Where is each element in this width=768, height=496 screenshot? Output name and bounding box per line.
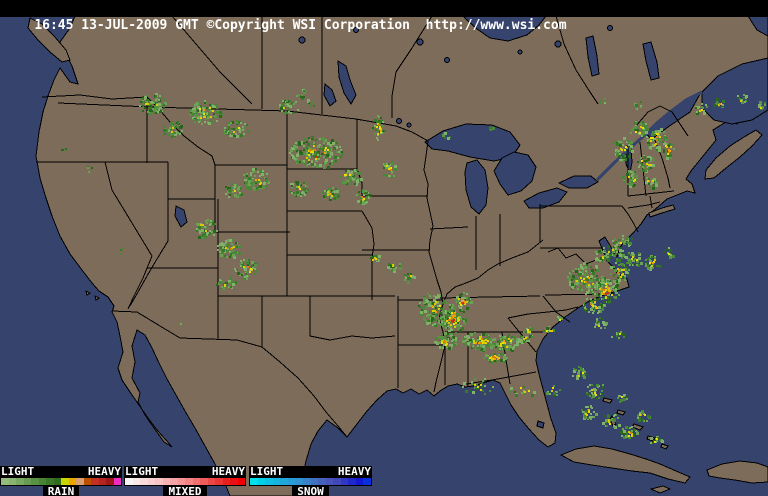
canada-lake	[554, 40, 562, 48]
lake-michigan	[464, 159, 489, 215]
lakes	[174, 15, 768, 429]
gulf-of-st-lawrence	[701, 57, 768, 125]
heavy-label: HEAVY	[87, 465, 121, 478]
canada-lake	[298, 36, 306, 44]
legend-mixed-scale-labels: LIGHT HEAVY	[124, 466, 246, 477]
lake-superior	[424, 123, 521, 162]
radar-echo-layer	[61, 89, 766, 444]
legend-mixed: LIGHT HEAVY MIXED	[124, 466, 246, 496]
rain-label: RAIN	[42, 486, 80, 496]
great-salt-lake	[174, 205, 188, 228]
channel-islands	[85, 290, 100, 301]
legend-rain-scale-labels: LIGHT HEAVY	[0, 466, 122, 477]
canada-lake	[517, 49, 523, 55]
long-island	[648, 204, 676, 218]
james-bay	[585, 35, 600, 77]
legend-snow: LIGHT HEAVY SNOW	[249, 466, 372, 496]
canada-lake	[607, 25, 613, 31]
nova-scotia	[704, 129, 763, 180]
header-bar: 16:45 13-JUL-2009 GMT ©Copyright WSI Cor…	[0, 0, 768, 33]
light-label: LIGHT	[125, 465, 159, 478]
canada-lake	[416, 38, 424, 46]
lake-of-the-woods	[406, 122, 412, 128]
legend-snow-scale-labels: LIGHT HEAVY	[249, 466, 372, 477]
lake-of-the-woods	[396, 118, 402, 124]
lake-okeechobee	[536, 420, 545, 429]
light-label: LIGHT	[250, 465, 284, 478]
snow-color-scale	[249, 477, 372, 486]
rain-color-scale	[0, 477, 122, 486]
light-label: LIGHT	[1, 465, 35, 478]
ungava-bay	[642, 41, 660, 81]
hispaniola	[706, 460, 768, 484]
timestamp-copyright-text: 16:45 13-JUL-2009 GMT ©Copyright WSI Cor…	[34, 18, 567, 33]
mixed-color-scale	[124, 477, 246, 486]
canada-lake	[444, 57, 450, 63]
lake-huron	[493, 151, 537, 196]
lake-manitoba	[323, 82, 337, 107]
heavy-label: HEAVY	[337, 465, 371, 478]
vancouver-island	[27, 17, 71, 63]
mixed-label: MIXED	[163, 486, 207, 496]
lake-ontario	[557, 175, 599, 189]
cuba	[559, 445, 691, 484]
lake-winnipeg	[337, 60, 357, 105]
heavy-label: HEAVY	[211, 465, 245, 478]
jamaica	[649, 485, 672, 494]
lake-erie	[523, 187, 568, 209]
st-lawrence-river	[595, 90, 703, 182]
legend-rain: LIGHT HEAVY RAIN	[0, 466, 122, 496]
state-borders	[36, 15, 689, 438]
canada-lake	[353, 27, 359, 33]
snow-label: SNOW	[292, 486, 329, 496]
north-america	[35, 15, 768, 496]
